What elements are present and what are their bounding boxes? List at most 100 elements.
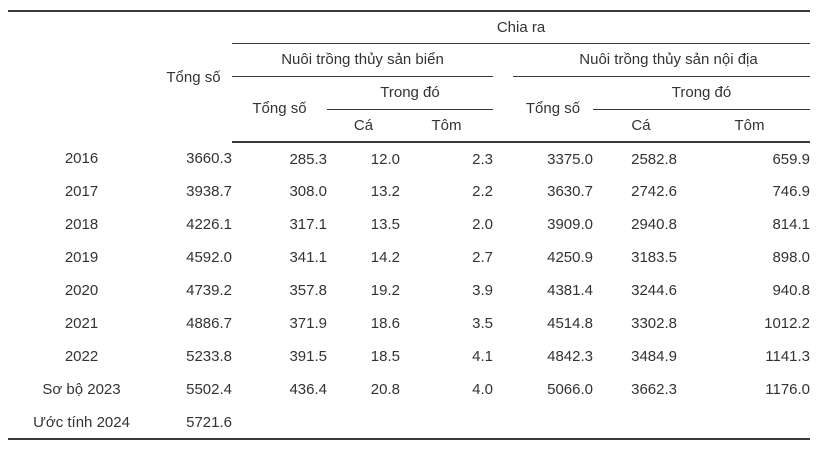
cell-inland-fish: 3244.6: [631, 282, 677, 299]
cell-marine-total: 285.3: [289, 150, 327, 168]
cell-inland-shrimp: 1176.0: [765, 381, 811, 398]
cell-marine-total: 391.5: [289, 348, 327, 365]
row-label: 2021: [64, 315, 99, 332]
cell-grand-total: 3660.3: [186, 150, 232, 167]
header-inland-shrimp: Tôm: [677, 109, 811, 143]
row-label: Ước tính 2024: [33, 413, 130, 431]
gap-cell: [493, 208, 513, 241]
cell-marine-shrimp: [400, 406, 493, 439]
header-inland-fish: Cá: [593, 109, 677, 143]
cell-inland-shrimp: 814.1: [772, 216, 811, 233]
aquaculture-table: Tổng số Chia ra Nuôi trồng thủy sản biển…: [8, 10, 811, 440]
gap-cell: [493, 274, 513, 307]
cell-inland-fish: 3302.8: [631, 315, 677, 332]
cell-marine-shrimp: 2.2: [472, 183, 493, 200]
row-label: 2018: [64, 216, 99, 233]
cell-inland-total: 3630.7: [547, 183, 593, 200]
cell-inland-total: 3909.0: [547, 216, 593, 233]
row-label: 2017: [64, 183, 99, 200]
cell-grand-total: 4592.0: [186, 249, 232, 266]
cell-inland-total: 4514.8: [547, 315, 593, 332]
cell-marine-shrimp: 2.7: [472, 249, 493, 266]
cell-marine-total: 341.1: [289, 249, 327, 266]
gap-cell: [493, 175, 513, 208]
cell-inland-total: 4381.4: [547, 282, 593, 299]
table-row-2022: 2022 5233.8 391.5 18.5 4.1 4842.3 3484.9…: [8, 340, 810, 373]
header-row-4: Cá Tôm Cá Tôm: [8, 109, 811, 143]
header-marine-of-which: Trong đó: [327, 76, 493, 110]
gap-cell: [493, 373, 513, 406]
header-chia-ra: Chia ra: [232, 11, 811, 44]
cell-marine-total: 308.0: [289, 183, 327, 200]
cell-marine-fish: 18.6: [370, 315, 400, 332]
cell-grand-total: 5233.8: [186, 348, 232, 365]
cell-inland-shrimp: 898.0: [772, 249, 811, 266]
cell-marine-shrimp: 3.5: [472, 315, 493, 332]
header-row-2: Nuôi trồng thủy sản biển Nuôi trồng thủy…: [8, 43, 811, 77]
cell-inland-total: 4250.9: [547, 249, 593, 266]
table-row-2020: 2020 4739.2 357.8 19.2 3.9 4381.4 3244.6…: [8, 274, 810, 307]
cell-inland-fish: 2582.8: [631, 150, 677, 168]
cell-inland-total: [513, 406, 593, 439]
cell-marine-fish: 13.5: [370, 216, 400, 233]
cell-marine-total: 371.9: [289, 315, 327, 332]
cell-marine-shrimp: 3.9: [472, 282, 493, 299]
cell-marine-fish: 20.8: [370, 381, 400, 398]
corner-cell: [8, 11, 155, 142]
table-row-2019: 2019 4592.0 341.1 14.2 2.7 4250.9 3183.5…: [8, 241, 810, 274]
cell-marine-fish: 13.2: [370, 183, 400, 200]
header-marine-shrimp: Tôm: [400, 109, 493, 143]
cell-marine-fish: 19.2: [370, 282, 400, 299]
cell-grand-total: 5721.6: [186, 413, 232, 431]
cell-inland-fish: [593, 406, 677, 439]
row-label: 2016: [64, 150, 99, 167]
row-label: 2019: [64, 249, 99, 266]
table-row-2017: 2017 3938.7 308.0 13.2 2.2 3630.7 2742.6…: [8, 175, 810, 208]
gap-cell: [493, 340, 513, 373]
cell-inland-total: 4842.3: [547, 348, 593, 365]
header-marine-fish: Cá: [327, 109, 400, 143]
table-header: Tổng số Chia ra Nuôi trồng thủy sản biển…: [8, 11, 811, 143]
cell-marine-fish: 12.0: [370, 150, 400, 168]
cell-marine-total: 317.1: [289, 216, 327, 233]
header-grand-total: Tổng số: [166, 68, 221, 86]
cell-grand-total: 4226.1: [186, 216, 232, 233]
cell-marine-fish: 18.5: [370, 348, 400, 365]
cell-inland-fish: 3662.3: [631, 381, 677, 398]
cell-marine-shrimp: 2.0: [472, 216, 493, 233]
cell-marine-total: [232, 406, 327, 439]
header-row-1: Tổng số Chia ra: [8, 11, 811, 86]
cell-inland-shrimp: 1012.2: [764, 315, 811, 332]
table-row-2016: 2016 3660.3 285.3 12.0 2.3 3375.0 2582.8…: [8, 142, 810, 175]
row-label: 2022: [64, 348, 99, 365]
gap-cell: [493, 43, 513, 76]
header-inland-total: Tổng số: [513, 76, 593, 143]
cell-inland-shrimp: [677, 406, 810, 439]
row-label: Sơ bộ 2023: [42, 381, 121, 398]
cell-inland-shrimp: 659.9: [772, 150, 811, 168]
cell-inland-shrimp: 746.9: [772, 183, 811, 200]
cell-marine-shrimp: 4.0: [472, 381, 493, 398]
row-label: 2020: [64, 282, 99, 299]
gap-cell: [493, 307, 513, 340]
table-row-2018: 2018 4226.1 317.1 13.5 2.0 3909.0 2940.8…: [8, 208, 810, 241]
table-row-prelim-2023: Sơ bộ 2023 5502.4 436.4 20.8 4.0 5066.0 …: [8, 373, 810, 406]
cell-grand-total: 5502.4: [186, 381, 232, 398]
cell-inland-total: 3375.0: [547, 150, 593, 168]
cell-inland-fish: 3484.9: [631, 348, 677, 365]
cell-marine-total: 436.4: [289, 381, 327, 398]
cell-inland-fish: 2940.8: [631, 216, 677, 233]
cell-marine-total: 357.8: [289, 282, 327, 299]
table-row-2021: 2021 4886.7 371.9 18.6 3.5 4514.8 3302.8…: [8, 307, 810, 340]
gap-cell: [493, 142, 513, 175]
table-row-estimate-2024: Ước tính 2024 5721.6: [8, 406, 810, 439]
cell-marine-fish: [327, 406, 400, 439]
cell-grand-total: 3938.7: [186, 183, 232, 200]
cell-grand-total: 4886.7: [186, 315, 232, 332]
header-inland-of-which: Trong đó: [593, 76, 811, 110]
header-group-marine: Nuôi trồng thủy sản biển: [232, 43, 493, 77]
cell-inland-fish: 3183.5: [631, 249, 677, 266]
header-marine-total: Tổng số: [232, 76, 327, 143]
header-row-3: Tổng số Trong đó Tổng số Trong đó: [8, 76, 811, 143]
